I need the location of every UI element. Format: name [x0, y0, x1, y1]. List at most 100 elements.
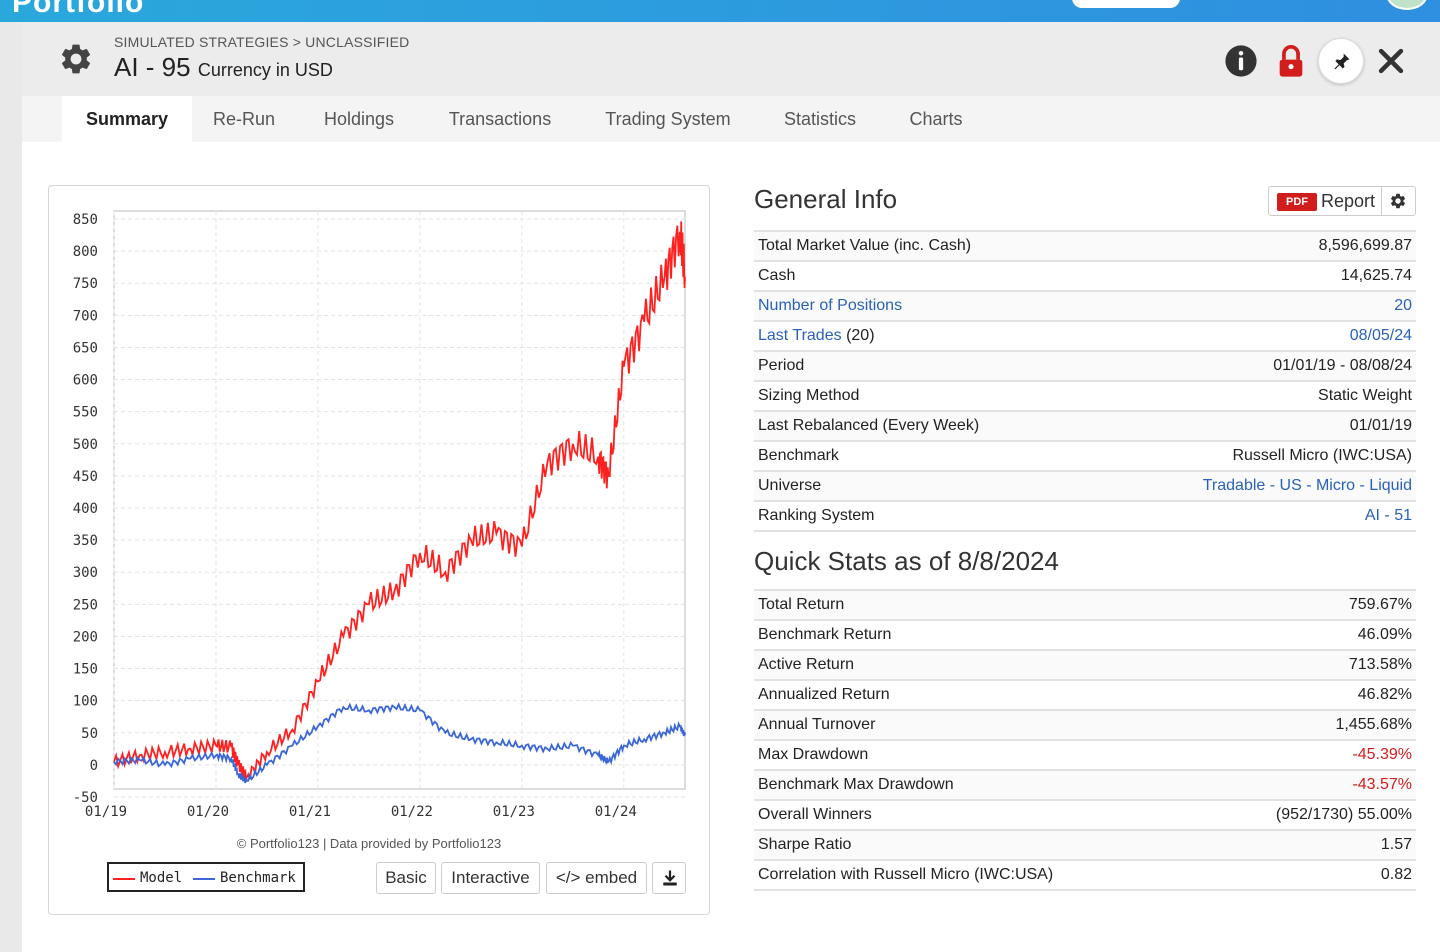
legend-benchmark[interactable]: Benchmark: [220, 870, 296, 886]
performance-chart-card: -50 0 50 100 150 200 250 300 350 400 450 500 550 600 6…: [48, 185, 710, 915]
chart-credit: © Portfolio123 | Data provided by Portfo…: [236, 836, 502, 851]
embed-button[interactable]: </> embed: [546, 862, 647, 894]
tab-summary[interactable]: Summary: [62, 96, 192, 142]
interactive-button[interactable]: Interactive: [441, 862, 540, 894]
row-label: Cash: [754, 260, 1094, 291]
row-value: Russell Micro (IWC:USA): [1093, 440, 1416, 471]
tab-trading-system[interactable]: Trading System: [605, 109, 731, 129]
strategy-name: AI - 95: [114, 52, 191, 82]
info-icon[interactable]: [1224, 44, 1258, 78]
last-trades-link[interactable]: Last Trades: [758, 327, 842, 344]
row-value: 01/01/19 - 08/08/24: [1093, 350, 1416, 381]
breadcrumb[interactable]: SIMULATED STRATEGIES > UNCLASSIFIED: [114, 34, 410, 50]
table-row: Last Rebalanced (Every Week) 01/01/19: [754, 410, 1416, 441]
benchmark-swatch: [193, 878, 215, 880]
table-row: Total Return 759.67%: [754, 589, 1416, 620]
last-trades-date-link[interactable]: 08/05/24: [1093, 320, 1416, 351]
row-value: 1,455.68%: [1202, 709, 1416, 740]
y-tick-label: 250: [73, 597, 98, 613]
x-tick-label: 01/24: [595, 804, 637, 820]
row-label: Benchmark Max Drawdown: [754, 769, 1203, 800]
table-row: Period 01/01/19 - 08/08/24: [754, 350, 1416, 381]
positions-count-link[interactable]: 20: [1093, 290, 1416, 321]
row-label: Ranking System: [754, 500, 1094, 532]
row-label: Sharpe Ratio: [754, 829, 1203, 860]
universe-link[interactable]: Tradable - US - Micro - Liquid: [1093, 470, 1416, 501]
row-label: Total Return: [754, 589, 1203, 620]
table-row: Overall Winners (952/1730) 55.00%: [754, 799, 1416, 830]
download-button[interactable]: [652, 862, 686, 894]
report-button[interactable]: PDF Report: [1268, 186, 1416, 216]
benchmark-series-line[interactable]: [113, 702, 686, 784]
row-value: 1.57: [1202, 829, 1416, 860]
row-value: 713.58%: [1202, 649, 1416, 680]
pdf-badge: PDF: [1277, 193, 1317, 211]
y-tick-label: 100: [73, 694, 98, 710]
y-tick-label: 300: [73, 565, 98, 581]
ranking-system-link[interactable]: AI - 51: [1093, 500, 1416, 532]
row-label: Sizing Method: [754, 380, 1094, 411]
row-label: Annual Turnover: [754, 709, 1203, 740]
gear-icon[interactable]: [58, 41, 94, 77]
row-value: Static Weight: [1093, 380, 1416, 411]
model-series-line[interactable]: [113, 221, 686, 782]
report-label: Report: [1321, 191, 1376, 211]
page-title: AI - 95 Currency in USD: [114, 52, 333, 83]
top-search-pill[interactable]: [1072, 0, 1180, 8]
tab-statistics[interactable]: Statistics: [783, 109, 857, 129]
row-value: 0.82: [1202, 859, 1416, 891]
row-value: 14,625.74: [1093, 260, 1416, 291]
table-row: Annual Turnover 1,455.68%: [754, 709, 1416, 740]
general-info-heading: General Info: [754, 184, 898, 214]
strategy-panel: SIMULATED STRATEGIES > UNCLASSIFIED AI -…: [22, 22, 1440, 952]
avatar[interactable]: [1386, 0, 1428, 10]
tab-holdings[interactable]: Holdings: [323, 109, 395, 129]
row-value: 759.67%: [1202, 589, 1416, 620]
table-row: Max Drawdown -45.39%: [754, 739, 1416, 770]
plot-area: [113, 210, 686, 790]
number-of-positions-link[interactable]: Number of Positions: [754, 290, 1094, 321]
lock-icon[interactable]: [1274, 44, 1308, 78]
row-label: Benchmark Return: [754, 619, 1203, 650]
pin-icon: [1334, 53, 1350, 70]
basic-button[interactable]: Basic: [376, 862, 436, 894]
performance-chart[interactable]: -50 0 50 100 150 200 250 300 350 400 450 500 550 600 6…: [49, 186, 709, 836]
report-settings-icon[interactable]: [1389, 192, 1407, 210]
quick-stats-heading: Quick Stats as of 8/8/2024: [754, 546, 1059, 576]
table-row: Ranking System AI - 51: [754, 500, 1416, 532]
row-label: Last Rebalanced (Every Week): [754, 410, 1094, 441]
row-label: Total Market Value (inc. Cash): [754, 230, 1094, 261]
x-tick-label: 01/23: [493, 804, 535, 820]
x-tick-label: 01/19: [85, 804, 127, 820]
chart-legend: Model Benchmark: [107, 862, 305, 892]
y-tick-label: 550: [73, 405, 98, 421]
row-label: Active Return: [754, 649, 1203, 680]
row-value: 8,596,699.87: [1093, 230, 1416, 261]
tab-charts[interactable]: Charts: [909, 109, 963, 129]
y-tick-label: 750: [73, 276, 98, 292]
x-tick-label: 01/21: [289, 804, 331, 820]
tab-rerun[interactable]: Re-Run: [212, 109, 276, 129]
row-value: 46.09%: [1202, 619, 1416, 650]
row-label: Annualized Return: [754, 679, 1203, 710]
y-tick-label: 700: [73, 308, 98, 324]
y-tick-label: 350: [73, 533, 98, 549]
y-tick-label: 500: [73, 437, 98, 453]
quick-stats-table: Total Return 759.67% Benchmark Return 46.0…: [754, 589, 1416, 891]
table-row: Total Market Value (inc. Cash) 8,596,699.…: [754, 230, 1416, 261]
row-value: -45.39%: [1202, 739, 1416, 770]
close-icon[interactable]: [1374, 44, 1408, 78]
currency-label: Currency in USD: [197, 60, 333, 80]
download-icon: [663, 870, 677, 886]
table-row: Last Trades (20) 08/05/24: [754, 320, 1416, 351]
tab-transactions[interactable]: Transactions: [448, 109, 552, 129]
pin-button[interactable]: [1318, 38, 1364, 84]
table-row: Correlation with Russell Micro (IWC:USA)…: [754, 859, 1416, 891]
y-tick-label: 50: [81, 726, 98, 742]
legend-model[interactable]: Model: [140, 870, 183, 886]
brand-logo: Portfolio: [12, 0, 145, 19]
row-value: -43.57%: [1202, 769, 1416, 800]
app-top-bar: Portfolio: [0, 0, 1440, 22]
table-row: Number of Positions 20: [754, 290, 1416, 321]
y-tick-label: 400: [73, 501, 98, 517]
